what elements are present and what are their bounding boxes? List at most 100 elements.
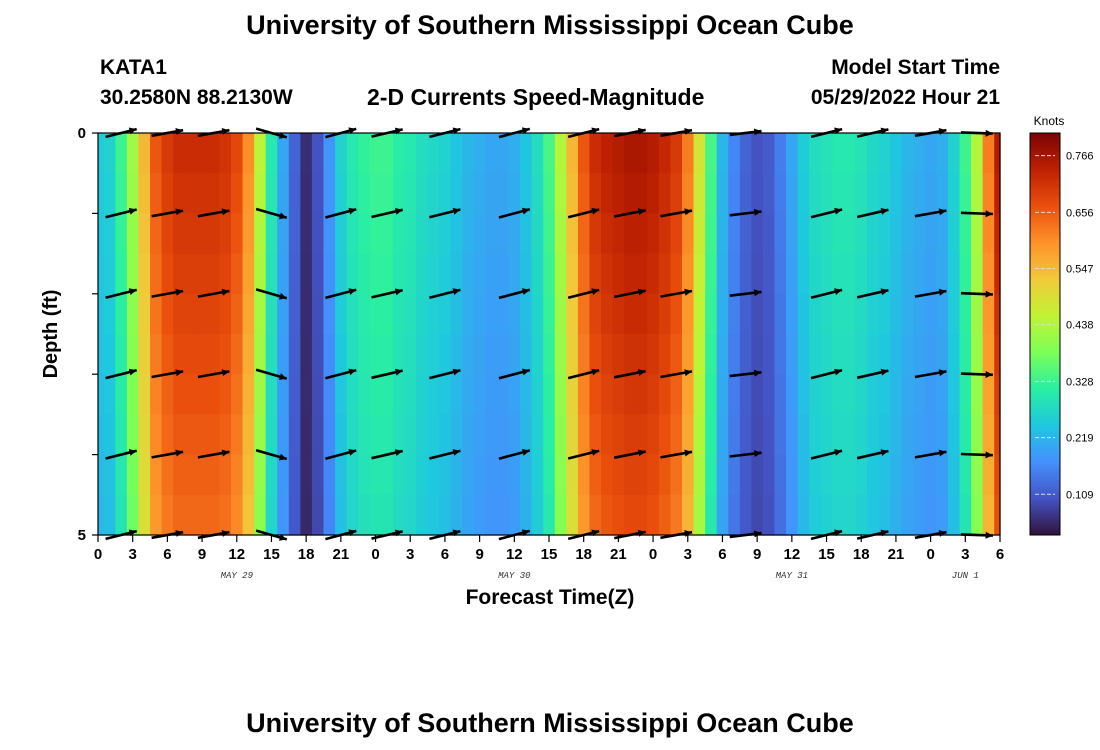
heatmap-cell <box>381 253 394 295</box>
heatmap-cell <box>612 494 625 536</box>
heatmap-cell <box>994 494 1001 536</box>
heatmap-cell <box>115 494 128 536</box>
heatmap-cell <box>508 133 521 174</box>
heatmap-cell <box>508 173 521 214</box>
current-vector <box>960 371 993 378</box>
current-vector <box>105 288 138 299</box>
current-vector <box>810 449 843 460</box>
heatmap-cell <box>716 494 729 536</box>
heatmap-cell <box>462 253 475 295</box>
heatmap-cell <box>150 494 163 536</box>
current-vector <box>960 290 993 298</box>
current-vector <box>371 288 403 299</box>
heatmap-cell <box>508 253 521 295</box>
heatmap-cell <box>890 173 903 214</box>
heatmap-cell <box>832 173 845 214</box>
heatmap-cell <box>531 454 544 496</box>
heatmap-cell <box>832 293 845 335</box>
heatmap-cell <box>311 173 325 214</box>
heatmap-cell <box>450 173 463 214</box>
heatmap-cell <box>647 253 660 295</box>
current-vector <box>567 288 600 299</box>
heatmap-cell <box>762 454 776 496</box>
heatmap-cell <box>890 293 903 335</box>
heatmap-cell <box>577 213 591 255</box>
heatmap-cell <box>300 253 313 295</box>
heatmap-cell <box>959 253 972 295</box>
colorbar-tick-label: 0.547 <box>1066 264 1094 276</box>
heatmap-cell <box>126 454 140 496</box>
heatmap-cell <box>913 374 926 415</box>
heatmap-cell <box>681 494 695 536</box>
heatmap-cell <box>589 293 602 335</box>
heatmap-cell <box>797 253 810 295</box>
current-vector <box>151 449 184 459</box>
heatmap-cell <box>485 213 498 255</box>
heatmap-cell <box>971 253 984 295</box>
heatmap-cell <box>867 133 880 174</box>
heatmap-cell <box>959 213 972 255</box>
heatmap-cell <box>994 173 1001 214</box>
heatmap-cell <box>739 133 752 174</box>
current-vector <box>613 288 646 299</box>
heatmap-cell <box>508 213 521 255</box>
heatmap-cell <box>230 494 244 536</box>
heatmap-cell <box>936 133 949 174</box>
heatmap-cell <box>820 454 833 496</box>
heatmap-cell <box>913 253 926 295</box>
heatmap-cell <box>890 374 903 415</box>
heatmap-cell <box>496 133 510 174</box>
heatmap-cell <box>924 374 937 415</box>
heatmap-cell <box>381 293 394 335</box>
heatmap-cell <box>196 374 209 415</box>
heatmap-cell <box>855 173 868 214</box>
heatmap-cell <box>358 454 371 496</box>
heatmap-cell <box>705 213 718 255</box>
heatmap-cell <box>658 133 672 174</box>
heatmap-cell <box>288 334 301 375</box>
heatmap-cell <box>913 173 926 214</box>
heatmap-cell <box>809 374 822 415</box>
heatmap-cell <box>554 494 567 536</box>
heatmap-cell <box>971 213 984 255</box>
heatmap-cell <box>323 133 336 174</box>
colorbar-tick-label: 0.766 <box>1066 151 1094 163</box>
heatmap-cell <box>392 494 406 536</box>
current-vector <box>856 208 889 219</box>
heatmap-cell <box>566 334 579 375</box>
heatmap-cell <box>728 454 741 496</box>
x-tick-label: 9 <box>198 546 206 563</box>
heatmap-cell <box>681 414 695 456</box>
heatmap-cell <box>913 334 926 375</box>
heatmap-cell <box>496 494 510 536</box>
heatmap-cell <box>947 133 961 174</box>
heatmap-cell <box>716 253 729 295</box>
heatmap-cell <box>508 414 521 456</box>
heatmap-cell <box>762 173 776 214</box>
heatmap-cell <box>196 293 209 335</box>
heatmap-cell <box>531 494 544 536</box>
heatmap-cell <box>150 173 163 214</box>
heatmap-cell <box>832 213 845 255</box>
heatmap-cell <box>184 454 197 496</box>
heatmap-cell <box>184 334 197 375</box>
heatmap-cell <box>173 293 186 335</box>
heatmap-cell <box>173 173 186 214</box>
heatmap-cell <box>346 414 359 456</box>
heatmap-cell <box>762 293 776 335</box>
heatmap-cell <box>196 213 209 255</box>
heatmap-cell <box>404 494 417 536</box>
heatmap-cell <box>207 293 221 335</box>
heatmap-cell <box>439 213 452 255</box>
heatmap-cell <box>809 213 822 255</box>
heatmap-cell <box>173 133 186 174</box>
heatmap-cell <box>277 454 290 496</box>
heatmap-cell <box>277 293 290 335</box>
heatmap-cell <box>971 414 984 456</box>
heatmap-cell <box>982 334 995 375</box>
heatmap-cell <box>716 173 729 214</box>
heatmap-cell <box>381 213 394 255</box>
heatmap-cell <box>878 133 891 174</box>
heatmap-cell <box>959 494 972 536</box>
current-vector <box>498 368 531 380</box>
